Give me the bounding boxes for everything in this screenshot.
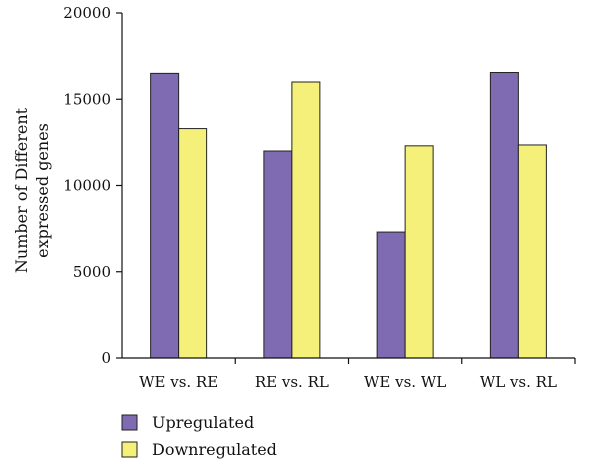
x-tick-label: RE vs. RL <box>255 373 329 391</box>
bar-downregulated-2 <box>291 81 321 359</box>
y-axis-title: Number of Different expressed genes <box>12 107 52 273</box>
y-axis-title-line: expressed genes <box>33 123 52 258</box>
bar-downregulated-3 <box>404 145 434 359</box>
bar-upregulated-3 <box>376 231 406 359</box>
y-tick-label: 10000 <box>63 177 111 195</box>
legend-label: Upregulated <box>152 413 254 432</box>
bar-upregulated-1 <box>150 72 180 359</box>
y-tick-label: 0 <box>101 349 111 367</box>
x-tick-label: WE vs. RE <box>139 373 218 391</box>
bar-upregulated-2 <box>263 150 293 359</box>
y-tick-label: 20000 <box>63 4 111 22</box>
legend-label: Downregulated <box>152 440 277 459</box>
x-axis-ticks: WE vs. RE RE vs. RL WE vs. WL WL vs. RL <box>139 358 576 391</box>
bar-upregulated-4 <box>489 72 519 359</box>
y-axis-ticks: 0 5000 10000 15000 20000 <box>63 4 122 367</box>
bars <box>150 72 547 359</box>
y-tick-label: 15000 <box>63 90 111 108</box>
y-axis-title-line: Number of Different <box>12 107 31 273</box>
legend-swatch-upregulated <box>121 414 138 431</box>
legend-swatch-downregulated <box>121 441 138 458</box>
y-tick-label: 5000 <box>73 263 111 281</box>
legend: Upregulated Downregulated <box>121 413 277 459</box>
axes <box>121 13 575 359</box>
bar-downregulated-1 <box>178 128 208 359</box>
x-tick-label: WE vs. WL <box>364 373 446 391</box>
x-tick-label: WL vs. RL <box>480 373 557 391</box>
bar-downregulated-4 <box>517 144 547 359</box>
